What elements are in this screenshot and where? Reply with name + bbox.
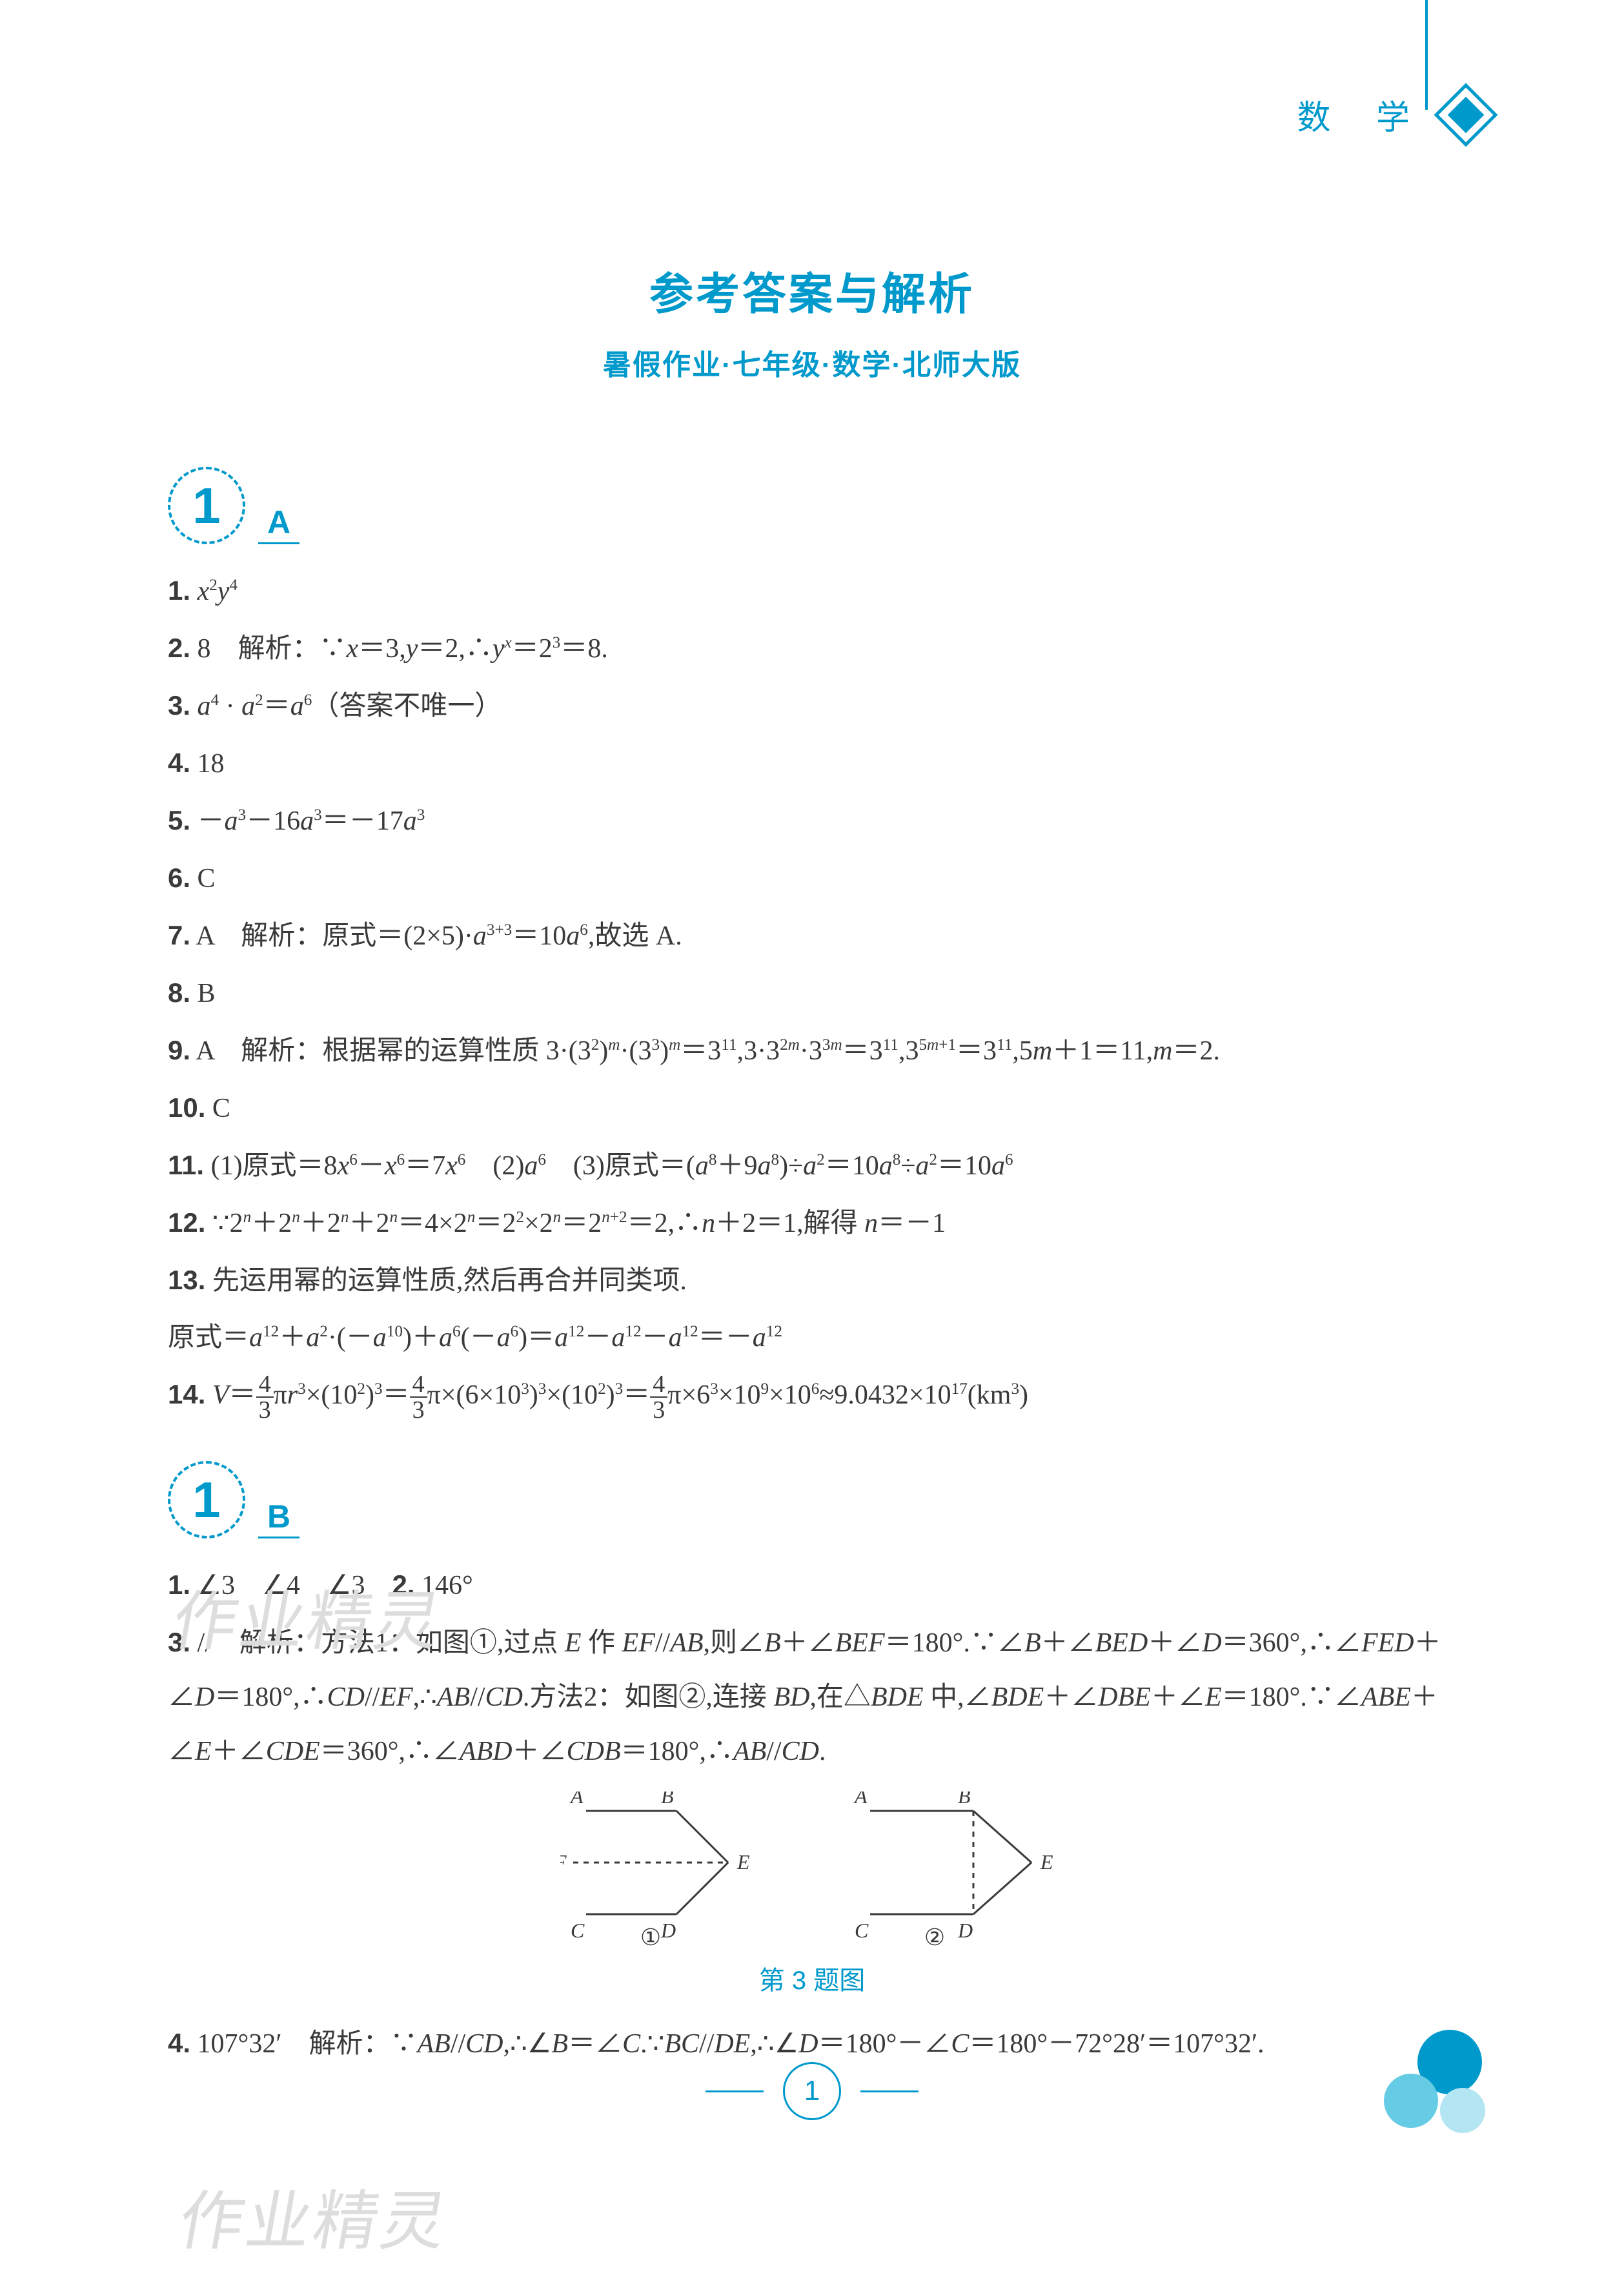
page-number: 1	[705, 2062, 919, 2120]
ans-row: 3. a4 · a2＝a6（答案不唯一）	[168, 679, 1456, 733]
page-subtitle: 暑假作业·七年级·数学·北师大版	[168, 342, 1456, 383]
figure-q3-1: A B F E C D①	[560, 1792, 767, 1953]
answers-1a: 1. x2y4 2. 8 解析：∵x＝3,y＝2,∴yx＝23＝8. 3. a4…	[168, 564, 1456, 1422]
page-content: 参考答案与解析 暑假作业·七年级·数学·北师大版 1 A 1. x2y4 2. …	[0, 0, 1624, 2071]
svg-text:A: A	[569, 1792, 584, 1808]
badge-num-1b: 1	[192, 1471, 220, 1529]
ans-row: 7. A 解析：原式＝(2×5)·a3+3＝10a6,故选 A.	[168, 908, 1456, 963]
badge-circle-1a: 1	[168, 467, 245, 544]
ans-row: 12. ∵2n＋2n＋2n＋2n＝4×2n＝22×2n＝2n+2＝2,∴n＋2＝…	[168, 1196, 1456, 1251]
ans-row: 1. x2y4	[168, 564, 1456, 618]
svg-text:E: E	[1040, 1850, 1053, 1874]
ans-row: 原式＝a12＋a2·(－a10)＋a6(－a6)＝a12－a12－a12＝－a1…	[168, 1311, 1456, 1365]
ans-row: 13. 先运用幂的运算性质,然后再合并同类项.	[168, 1253, 1456, 1308]
section-badge-1b: 1 B	[168, 1461, 1456, 1538]
svg-text:①: ①	[640, 1925, 661, 1950]
ans-row: 1. ∠3 ∠4 ∠3 2. 146°	[168, 1558, 1456, 1613]
ans-row: 11. (1)原式＝8x6－x6＝7x6 (2)a6 (3)原式＝(a8＋9a8…	[168, 1138, 1456, 1193]
svg-text:A: A	[853, 1792, 868, 1808]
pagenum-line-right	[860, 2090, 919, 2092]
pagenum-line-left	[705, 2090, 764, 2092]
ans-row: 3. // 解析：方法1：如图①,过点 E 作 EF//AB,则∠B＋∠BEF＝…	[168, 1615, 1456, 1779]
svg-text:D: D	[957, 1919, 973, 1942]
svg-text:B: B	[661, 1792, 674, 1808]
pagenum-circle: 1	[783, 2062, 841, 2120]
badge-num-1a: 1	[192, 476, 220, 535]
figure-q3-2: A B E C D②	[844, 1792, 1064, 1953]
svg-text:B: B	[958, 1792, 971, 1808]
ans-row: 14. V＝43πr3×(102)3＝43π×(6×103)3×(102)3＝4…	[168, 1367, 1456, 1422]
badge-letter-1b: B	[258, 1498, 299, 1538]
corner-deco-icon	[1366, 2023, 1495, 2140]
badge-circle-1b: 1	[168, 1461, 245, 1538]
watermark-2: 作业精灵	[172, 2169, 458, 2262]
page-title: 参考答案与解析	[168, 258, 1456, 322]
svg-text:D: D	[660, 1919, 676, 1942]
ans-row: 10. C	[168, 1081, 1456, 1136]
figure-caption: 第 3 题图	[168, 1959, 1456, 1997]
svg-text:C: C	[571, 1919, 585, 1942]
svg-text:C: C	[855, 1919, 869, 1942]
svg-text:E: E	[736, 1850, 750, 1874]
section-badge-1a: 1 A	[168, 467, 1456, 544]
ans-row: 4. 18	[168, 736, 1456, 791]
figure-q3: ABFECD① ABECD②	[168, 1792, 1456, 1953]
svg-text:F: F	[560, 1850, 567, 1874]
ans-row: 5. －a3－16a3＝－17a3	[168, 793, 1456, 848]
svg-text:②: ②	[924, 1925, 945, 1950]
answers-1b: 1. ∠3 ∠4 ∠3 2. 146° 3. // 解析：方法1：如图①,过点 …	[168, 1558, 1456, 1779]
ans-row: 9. A 解析：根据幂的运算性质 3·(32)m·(33)m＝311,3·32m…	[168, 1023, 1456, 1078]
ans-row: 6. C	[168, 851, 1456, 906]
badge-letter-1a: A	[258, 504, 299, 544]
ans-row: 8. B	[168, 966, 1456, 1021]
ans-row: 2. 8 解析：∵x＝3,y＝2,∴yx＝23＝8.	[168, 621, 1456, 676]
